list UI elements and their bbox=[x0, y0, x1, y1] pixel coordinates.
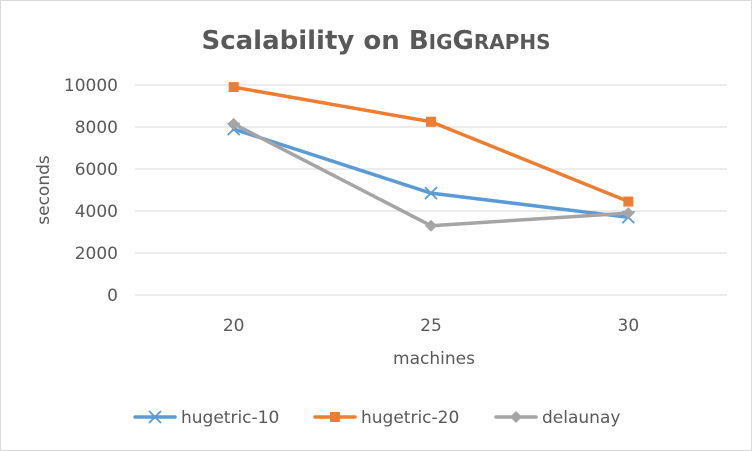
series-hugetric-20 bbox=[228, 82, 634, 207]
y-tick-label: 2000 bbox=[75, 244, 118, 264]
data-point-diamond bbox=[510, 411, 522, 423]
data-point-diamond bbox=[622, 207, 635, 220]
gridlines bbox=[135, 84, 727, 296]
data-point-square bbox=[623, 196, 634, 207]
y-tick-label: 6000 bbox=[75, 160, 118, 180]
chart-title-smallcaps-b: B bbox=[409, 26, 429, 56]
chart-title-smallcaps-g: G bbox=[453, 26, 474, 56]
legend-item-hugetric-20: hugetric-20 bbox=[313, 408, 459, 428]
chart-title-lead: Scalability on bbox=[201, 26, 408, 56]
y-tick-labels: 0 2000 4000 6000 8000 10000 bbox=[64, 76, 118, 306]
y-tick-label: 10000 bbox=[64, 76, 118, 96]
series-delaunay bbox=[227, 117, 635, 232]
series-layer bbox=[227, 82, 635, 232]
data-point-square bbox=[426, 116, 436, 127]
x-tick-label: 20 bbox=[223, 316, 245, 336]
y-tick-label: 0 bbox=[107, 286, 118, 306]
legend-label: delaunay bbox=[542, 408, 620, 428]
series-hugetric-10 bbox=[227, 122, 635, 224]
chart-title: Scalability on BIGGRAPHS bbox=[201, 26, 550, 56]
chart-title-smallcaps-raphs: RAPHS bbox=[474, 30, 551, 54]
data-point-square bbox=[228, 82, 239, 93]
y-axis-title: seconds bbox=[34, 155, 54, 225]
legend-item-hugetric-10: hugetric-10 bbox=[133, 408, 279, 428]
legend-label: hugetric-20 bbox=[361, 408, 459, 428]
x-tick-label: 30 bbox=[618, 316, 640, 336]
x-tick-label: 25 bbox=[420, 316, 442, 336]
data-point-x bbox=[148, 410, 162, 424]
data-point-x bbox=[424, 186, 438, 200]
series-line bbox=[231, 85, 631, 204]
legend-item-delaunay: delaunay bbox=[494, 408, 620, 428]
x-axis-title: machines bbox=[393, 349, 475, 369]
chart-title-smallcaps-ig: IG bbox=[429, 30, 453, 54]
legend-label: hugetric-10 bbox=[181, 408, 279, 428]
data-point-diamond bbox=[227, 117, 240, 130]
data-point-square bbox=[330, 412, 340, 422]
x-tick-labels: 20 25 30 bbox=[223, 316, 639, 336]
series-line bbox=[231, 127, 631, 220]
y-tick-label: 8000 bbox=[75, 118, 118, 138]
legend: hugetric-10 hugetric-20 delaunay bbox=[133, 408, 620, 428]
y-tick-label: 4000 bbox=[75, 202, 118, 222]
data-point-diamond bbox=[425, 219, 437, 232]
